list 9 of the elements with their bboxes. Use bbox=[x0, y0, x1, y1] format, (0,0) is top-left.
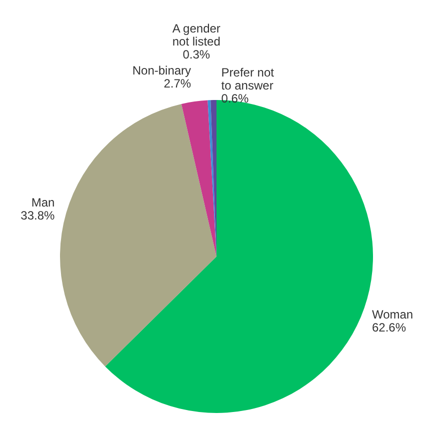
slice-label: Woman bbox=[372, 307, 414, 322]
slice-label: A gender not listed bbox=[172, 22, 220, 49]
slice-label: Prefer not to answer bbox=[221, 65, 275, 92]
data-label: 62.6% bbox=[372, 320, 406, 334]
slice-label: Man bbox=[31, 195, 55, 210]
data-label: 33.8% bbox=[20, 208, 56, 222]
data-label: 2.7% bbox=[164, 76, 192, 91]
slice-label: Non-binary bbox=[132, 64, 192, 78]
data-label: 0.3% bbox=[182, 48, 210, 62]
